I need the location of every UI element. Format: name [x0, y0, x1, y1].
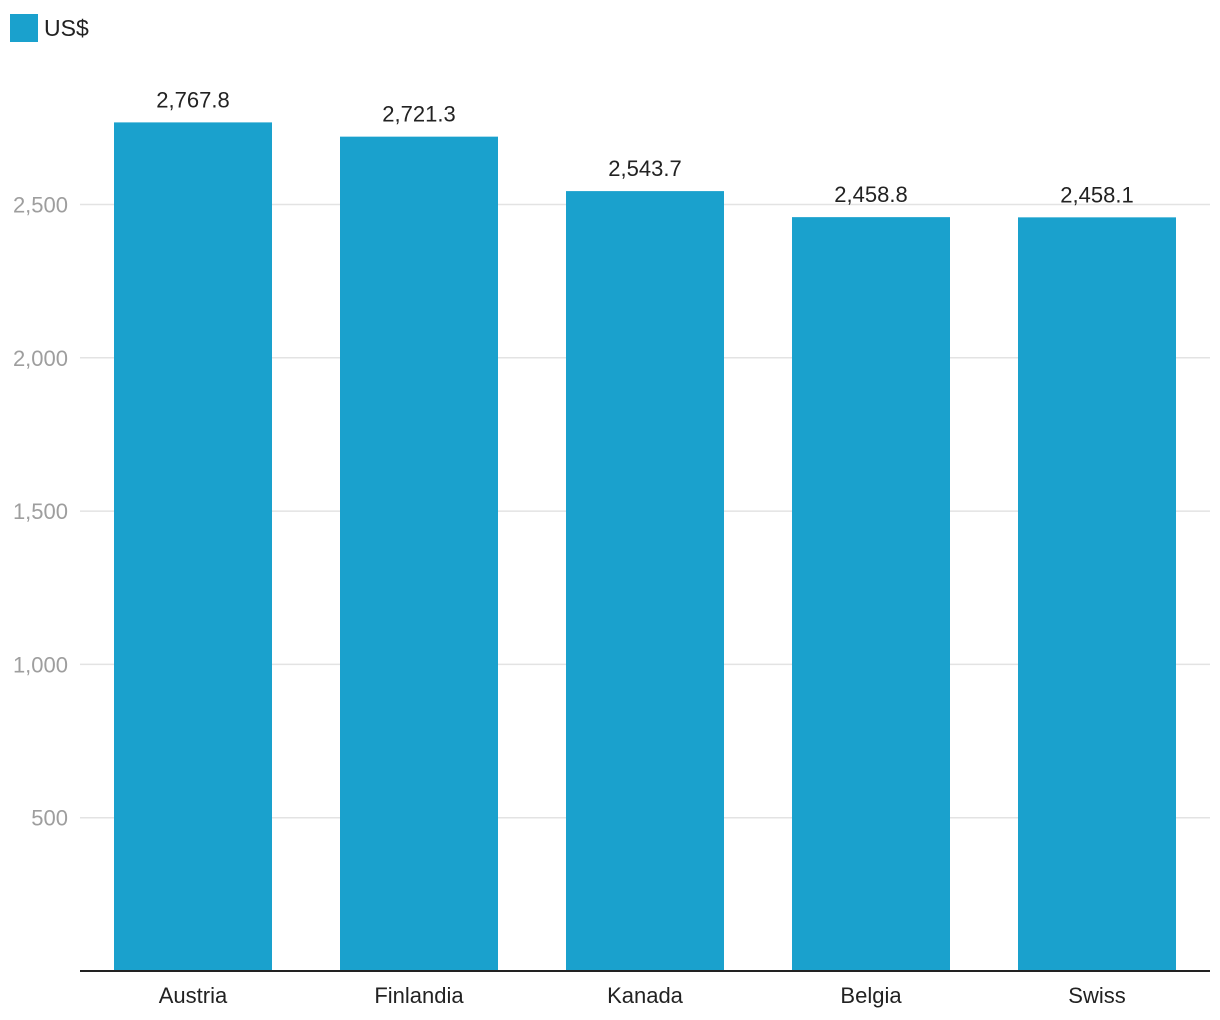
data-label: 2,543.7: [608, 156, 681, 181]
legend: US$: [10, 14, 89, 42]
data-label: 2,458.8: [834, 182, 907, 207]
y-axis-ticks: 500 1,000 1,500 2,000 2,500: [13, 193, 68, 831]
x-category-label: Kanada: [607, 983, 684, 1008]
data-label: 2,721.3: [382, 102, 455, 127]
bar: [566, 191, 724, 972]
legend-label: US$: [44, 15, 89, 41]
bar: [114, 122, 272, 971]
x-category-label: Swiss: [1068, 983, 1125, 1008]
y-tick-label: 2,000: [13, 346, 68, 371]
x-axis-categories: Austria Finlandia Kanada Belgia Swiss: [159, 983, 1126, 1008]
y-tick-label: 500: [31, 806, 68, 831]
x-category-label: Finlandia: [374, 983, 464, 1008]
y-tick-label: 1,500: [13, 499, 68, 524]
y-tick-label: 2,500: [13, 193, 68, 218]
bar: [1018, 217, 1176, 971]
data-label: 2,458.1: [1060, 182, 1133, 207]
bar: [340, 136, 498, 971]
data-label: 2,767.8: [156, 87, 229, 112]
x-category-label: Belgia: [840, 983, 902, 1008]
data-labels: 2,767.8 2,721.3 2,543.7 2,458.8 2,458.1: [156, 87, 1133, 207]
y-tick-label: 1,000: [13, 652, 68, 677]
x-category-label: Austria: [159, 983, 228, 1008]
legend-swatch: [10, 14, 38, 42]
bar: [792, 217, 950, 971]
bars: [114, 122, 1176, 972]
